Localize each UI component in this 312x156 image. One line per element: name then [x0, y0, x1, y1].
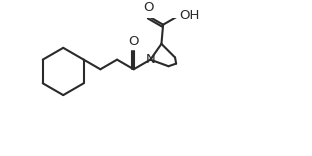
Text: O: O	[143, 1, 153, 14]
Text: O: O	[129, 35, 139, 48]
Text: OH: OH	[179, 9, 199, 22]
Text: N: N	[145, 53, 155, 66]
